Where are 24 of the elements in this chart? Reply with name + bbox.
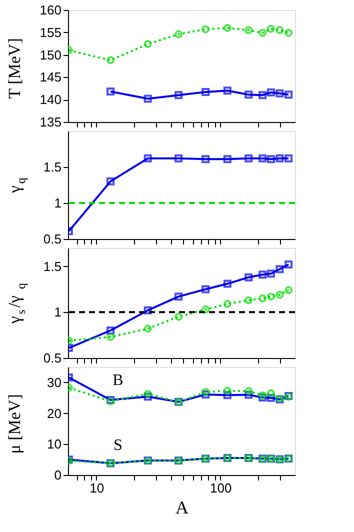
y-tick-label: 20 <box>47 406 62 421</box>
y-tick-label: 145 <box>40 70 62 85</box>
annotation: S <box>113 436 122 454</box>
y-tick-label: 1.5 <box>43 160 62 174</box>
y-tick-label: 140 <box>40 92 62 108</box>
y-tick-label: 0.5 <box>43 350 62 366</box>
y-tick-label: 1 <box>54 304 62 320</box>
y-tick-label: 0.5 <box>43 232 62 246</box>
y-tick-label: 150 <box>40 47 62 62</box>
x-axis-title: A <box>176 498 188 518</box>
y-tick-label: 135 <box>40 114 62 130</box>
y-axis-title: γs/γq <box>5 282 28 325</box>
annotation: B <box>112 372 124 389</box>
y-tick-label: 10 <box>47 436 62 452</box>
y-axis-title: μ [MeV] <box>5 394 24 454</box>
x-tick-label: 100 <box>210 480 232 496</box>
y-tick-label: 1.5 <box>43 258 62 274</box>
y-axis-title: T [MeV] <box>5 38 24 99</box>
y-axis-title: γq <box>5 178 28 194</box>
y-tick-label: 160 <box>40 2 62 18</box>
y-tick-label: 1 <box>54 196 62 210</box>
y-tick-label: 155 <box>40 24 62 40</box>
y-tick-label: 30 <box>47 374 62 390</box>
y-tick-label: 0 <box>54 468 62 482</box>
